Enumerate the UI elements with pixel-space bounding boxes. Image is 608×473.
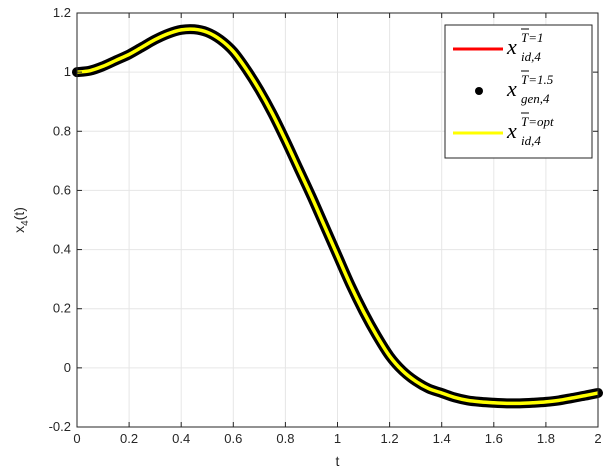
legend-label-superscript: T=1.5 (521, 72, 554, 87)
x-tick-label: 1.6 (485, 431, 503, 446)
y-tick-label: 0 (64, 360, 71, 375)
y-tick-label: 0.2 (53, 301, 71, 316)
x-tick-label: 1 (334, 431, 341, 446)
y-tick-label: 0.8 (53, 123, 71, 138)
x-tick-label: 1.2 (381, 431, 399, 446)
legend-swatch (475, 87, 483, 95)
axis-ticks: 0 0.2 0.4 0.6 0.8 1 1.2 1.4 1.6 1.8 2-0.200.20.40.… (49, 5, 602, 446)
legend-label-superscript: T=1 (521, 30, 544, 45)
x-tick-label: 1.8 (537, 431, 555, 446)
series-line-id-Topt (76, 27, 599, 406)
x-tick-label: 1.4 (433, 431, 451, 446)
x-tick-label: 0.6 (224, 431, 242, 446)
legend: x T=1 id,4 x T=1.5 gen,4 x T=opt id,4 (444, 24, 593, 159)
y-tick-label: -0.2 (49, 419, 71, 434)
legend-label-main: x (506, 34, 517, 59)
x-tick-label: 0.4 (172, 431, 190, 446)
legend-label-main: x (506, 118, 517, 143)
y-tick-label: 0.6 (53, 182, 71, 197)
legend-label-main: x (506, 76, 517, 101)
legend-label-superscript: T=opt (521, 114, 554, 129)
y-tick-label: 0.4 (53, 242, 71, 257)
y-tick-label: 1 (64, 64, 71, 79)
legend-label-subscript: id,4 (521, 49, 541, 64)
legend-label-subscript: gen,4 (521, 91, 550, 106)
x-tick-label: 0 (73, 431, 80, 446)
x-tick-label: 2 (594, 431, 601, 446)
x-axis-label: t (336, 453, 340, 469)
y-axis-label: x4(t) (11, 207, 31, 233)
legend-label-subscript: id,4 (521, 133, 541, 148)
x-tick-label: 0.2 (120, 431, 138, 446)
legend-box (444, 24, 593, 159)
plot-series (72, 24, 603, 409)
y-tick-label: 1.2 (53, 5, 71, 20)
x-tick-label: 0.8 (276, 431, 294, 446)
